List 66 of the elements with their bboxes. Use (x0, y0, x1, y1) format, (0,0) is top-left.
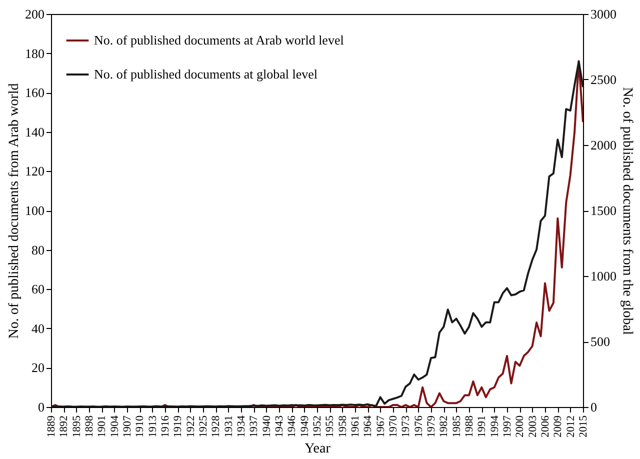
y-tick-label: 180 (25, 46, 44, 61)
x-tick-label: 2012 (564, 416, 577, 438)
x-tick-label: 1913 (146, 415, 159, 438)
x-tick-label: 2000 (514, 415, 526, 438)
y2-tick-label: 1000 (590, 268, 616, 284)
x-tick-label: 1916 (160, 415, 172, 438)
x-tick-label: 1991 (476, 416, 488, 438)
y-tick-label: 120 (25, 164, 44, 179)
x-tick-label: 1970 (388, 415, 400, 438)
x-tick-label: 1895 (70, 415, 83, 438)
x-tick-label: 2003 (526, 415, 539, 438)
x-tick-label: 1892 (58, 416, 70, 438)
x-tick-label: 1910 (134, 415, 146, 438)
y-tick-label: 200 (25, 6, 44, 22)
x-tick-label: 1922 (184, 416, 197, 438)
x-tick-label: 1973 (400, 415, 412, 438)
y-tick-label: 140 (25, 124, 44, 140)
y2-tick-label: 0 (590, 400, 597, 414)
y2-axis-title: No. of published documents from the global (620, 87, 634, 335)
x-tick-label: 1904 (108, 415, 121, 438)
x-tick-label: 1952 (312, 416, 324, 438)
y-tick-label: 80 (32, 242, 44, 258)
x-tick-label: 1964 (362, 415, 374, 438)
x-tick-label: 1919 (172, 415, 184, 438)
y-tick-label: 40 (32, 320, 44, 336)
x-tick-label: 1901 (96, 416, 108, 438)
y-axis-title: No. of published documents from Arab world (7, 83, 22, 339)
x-tick-label: 1979 (426, 415, 438, 438)
x-tick-label: 1889 (46, 415, 58, 438)
x-tick-label: 1934 (236, 415, 248, 438)
x-tick-label: 1997 (502, 415, 514, 438)
y-tick-label: 100 (25, 203, 44, 218)
y2-tick-label: 2000 (590, 138, 616, 152)
y2-tick-label: 1500 (590, 203, 616, 218)
legend-label: No. of published documents at Arab world level (94, 32, 344, 48)
x-tick-label: 1988 (464, 415, 476, 438)
x-tick-label: 1943 (274, 415, 286, 438)
x-tick-label: 1940 (260, 415, 273, 438)
x-tick-label: 1898 (84, 415, 96, 438)
legend-label: No. of published documents at global level (94, 66, 318, 82)
y2-tick-label: 3000 (590, 6, 616, 22)
y2-tick-label: 2500 (590, 72, 616, 87)
x-tick-label: 1994 (488, 415, 501, 438)
x-tick-label: 2006 (540, 415, 552, 438)
x-tick-label: 1907 (122, 415, 134, 438)
y-tick-label: 0 (38, 400, 44, 414)
y-tick-label: 60 (32, 282, 44, 297)
x-tick-label: 1928 (210, 415, 222, 438)
x-tick-label: 1985 (450, 415, 463, 438)
x-tick-label: 1958 (336, 415, 349, 438)
x-tick-label: 1955 (324, 415, 336, 438)
y-tick-label: 20 (32, 360, 44, 376)
x-tick-label: 2015 (578, 415, 590, 438)
x-tick-label: 1931 (222, 416, 235, 438)
x-tick-label: 1961 (350, 416, 362, 438)
x-tick-label: 1946 (286, 415, 298, 438)
x-tick-label: 1982 (438, 416, 450, 438)
x-axis-title: Year (304, 442, 331, 456)
y2-tick-label: 500 (590, 334, 610, 349)
y-tick-label: 160 (25, 85, 44, 100)
x-tick-label: 1976 (412, 415, 425, 438)
x-tick-label: 2009 (552, 415, 564, 438)
x-tick-label: 1967 (374, 415, 387, 438)
x-tick-label: 1937 (248, 415, 260, 438)
x-tick-label: 1949 (298, 415, 311, 438)
x-tick-label: 1925 (198, 415, 210, 438)
